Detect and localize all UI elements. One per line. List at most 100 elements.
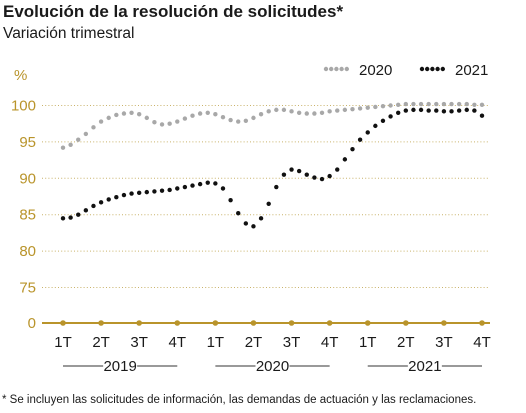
x-tick-label: 4T [473, 334, 491, 351]
data-point [60, 145, 66, 150]
legend-item-2021: 2021 [419, 62, 488, 79]
x-tick-marker [479, 320, 485, 326]
x-tick-label: 1T [54, 334, 72, 351]
legend-swatch [440, 66, 445, 72]
data-point [197, 181, 203, 187]
series-2020 [60, 101, 485, 150]
data-point [289, 109, 294, 114]
y-tick-label: 0 [28, 315, 36, 332]
x-axis: 1T 2T 3T 4T 1T 2T 3T 4T 1T 2T 3T 4T 2019 2020 2021 [54, 320, 491, 375]
legend-swatch [419, 66, 425, 72]
data-point [159, 188, 165, 193]
data-point [319, 176, 325, 182]
data-point [236, 211, 241, 216]
y-tick-label: 95 [19, 134, 36, 151]
data-point [357, 106, 363, 111]
legend-swatch [334, 66, 339, 72]
legend-label: 2021 [455, 62, 488, 79]
data-point [205, 180, 210, 185]
data-point [152, 189, 157, 194]
data-point [411, 101, 416, 107]
data-point [365, 105, 370, 110]
data-point [243, 221, 249, 226]
series-2021 [60, 107, 485, 229]
data-point [472, 108, 477, 113]
y-axis-unit-label: % [14, 67, 27, 84]
data-point [464, 101, 469, 107]
data-point [312, 175, 317, 180]
year-group-label: 2020 [256, 358, 289, 375]
x-tick-marker [212, 320, 219, 326]
data-point [335, 167, 340, 172]
data-point [274, 184, 279, 190]
data-point [327, 173, 332, 179]
data-point [76, 212, 81, 217]
data-point [129, 191, 134, 196]
data-point [106, 115, 111, 121]
data-point [258, 216, 264, 221]
x-tick-label: 3T [435, 334, 453, 351]
data-point [152, 120, 157, 125]
data-point [281, 107, 287, 113]
data-point [228, 197, 233, 203]
data-point [441, 109, 447, 114]
data-point [274, 107, 279, 113]
data-point [251, 115, 256, 121]
data-point [243, 118, 249, 123]
x-tick-marker [326, 320, 333, 326]
y-tick-label: 85 [19, 207, 36, 224]
data-point [281, 172, 287, 177]
data-point [403, 101, 409, 107]
data-point [114, 112, 119, 118]
chart-subtitle: Variación trimestral [3, 25, 135, 42]
data-point [220, 114, 226, 120]
data-point [121, 111, 127, 116]
data-point [266, 109, 271, 114]
data-point [304, 172, 309, 177]
y-tick-label: 75 [19, 280, 36, 297]
data-point [167, 187, 172, 193]
data-point [144, 115, 149, 121]
data-point [296, 110, 302, 115]
data-point [220, 186, 226, 191]
legend-swatch [425, 66, 430, 72]
data-point [388, 103, 393, 108]
data-point [91, 125, 96, 130]
x-tick-label: 2T [245, 334, 263, 351]
data-point [449, 101, 454, 107]
data-point [136, 190, 142, 196]
legend-swatch [435, 66, 440, 72]
legend-swatch [323, 66, 329, 72]
data-point [236, 119, 241, 124]
legend: 2020 2021 [323, 62, 488, 79]
x-tick-label: 4T [169, 334, 187, 351]
y-tick-label: 90 [19, 170, 36, 187]
data-point [144, 189, 149, 195]
x-tick-marker [250, 320, 257, 326]
data-point [205, 110, 210, 115]
data-point [441, 101, 447, 107]
x-tick-label: 3T [283, 334, 301, 351]
data-point [258, 112, 264, 117]
data-point [434, 101, 439, 107]
year-group-label: 2019 [103, 358, 136, 375]
data-point [167, 121, 172, 126]
data-point [182, 184, 188, 190]
y-tick-label: 80 [19, 243, 36, 260]
footnote: * Se incluyen las solicitudes de informa… [2, 394, 477, 406]
data-point [289, 167, 294, 172]
data-point [403, 108, 409, 113]
data-point [357, 137, 363, 142]
data-point [335, 108, 340, 113]
data-point [380, 118, 386, 123]
data-point [342, 157, 348, 162]
data-point [373, 104, 378, 110]
y-tick-label: 100 [11, 98, 36, 115]
data-point [396, 110, 401, 115]
data-point [213, 181, 218, 186]
data-point [114, 195, 119, 200]
data-point [449, 109, 454, 114]
data-point [327, 109, 332, 114]
data-point [213, 112, 218, 117]
data-point [479, 113, 485, 118]
